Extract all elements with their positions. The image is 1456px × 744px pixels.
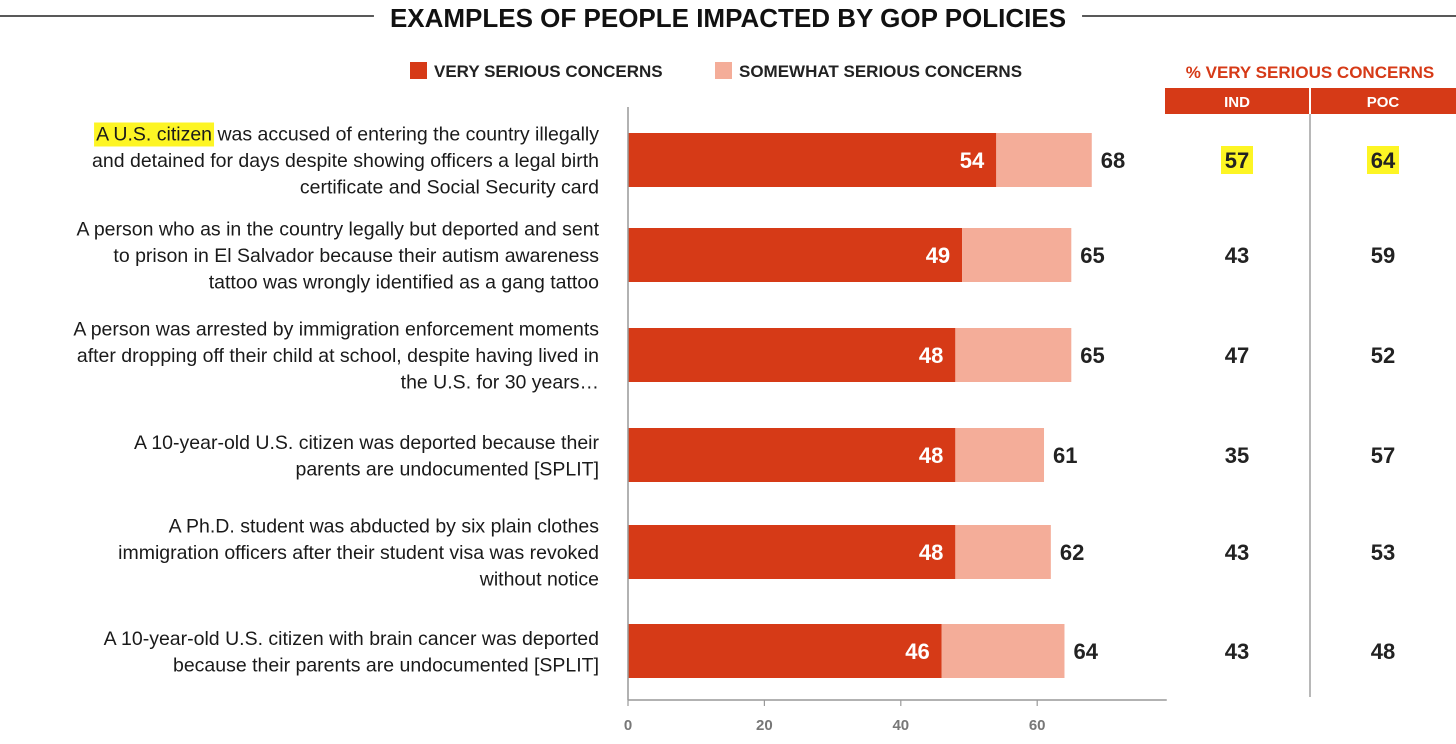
bar-somewhat-serious	[955, 525, 1051, 579]
bar-value-label: 54	[960, 148, 985, 173]
side-table-value: 64	[1371, 148, 1396, 173]
category-label: A U.S. citizen was accused of entering t…	[96, 124, 599, 146]
category-label: immigration officers after their student…	[118, 542, 599, 564]
x-tick-label: 40	[892, 717, 909, 734]
side-header-label: IND	[1224, 94, 1250, 111]
bar-very-serious	[628, 133, 997, 187]
side-table-value: 52	[1371, 343, 1395, 368]
side-value-highlight	[1367, 146, 1399, 174]
legend-label: SOMEWHAT SERIOUS CONCERNS	[739, 62, 1022, 81]
bar-somewhat-serious	[941, 624, 1065, 678]
bar-very-serious	[628, 428, 956, 482]
total-value-label: 65	[1080, 343, 1104, 368]
total-value-label: 68	[1101, 148, 1125, 173]
side-header-label: POC	[1367, 94, 1400, 111]
side-header-cell	[1311, 88, 1456, 114]
category-label: because their parents are undocumented […	[173, 654, 599, 676]
bar-value-label: 49	[926, 243, 950, 268]
side-table-title: % VERY SERIOUS CONCERNS	[1186, 63, 1434, 82]
category-label: after dropping off their child at school…	[77, 345, 599, 367]
total-value-label: 61	[1053, 443, 1077, 468]
category-label: A Ph.D. student was abducted by six plai…	[169, 516, 600, 538]
bar-somewhat-serious	[962, 228, 1072, 282]
category-highlight-marker	[94, 122, 215, 147]
legend-label: VERY SERIOUS CONCERNS	[434, 62, 663, 81]
side-value-highlight	[1221, 146, 1253, 174]
bar-very-serious	[628, 624, 942, 678]
side-table-value: 47	[1225, 343, 1249, 368]
category-label: A person who as in the country legally b…	[76, 219, 599, 241]
bar-very-serious	[628, 328, 956, 382]
side-table-value: 57	[1225, 148, 1249, 173]
bar-very-serious	[628, 228, 963, 282]
side-table-value: 35	[1225, 443, 1249, 468]
bar-very-serious	[628, 525, 956, 579]
side-table-value: 59	[1371, 243, 1395, 268]
bar-somewhat-serious	[955, 328, 1072, 382]
category-label-highlight: A U.S. citizen	[96, 124, 212, 146]
side-table-value: 43	[1225, 243, 1249, 268]
bar-value-label: 46	[905, 639, 929, 664]
side-table-value: 43	[1225, 540, 1249, 565]
legend-swatch	[410, 62, 427, 79]
x-tick-label: 20	[756, 717, 773, 734]
category-label: certificate and Social Security card	[300, 177, 599, 199]
total-value-label: 65	[1080, 243, 1104, 268]
legend-swatch	[715, 62, 732, 79]
side-table-value: 48	[1371, 639, 1395, 664]
category-label: tattoo was wrongly identified as a gang …	[209, 272, 599, 294]
chart-title: EXAMPLES OF PEOPLE IMPACTED BY GOP POLIC…	[390, 3, 1066, 33]
bar-somewhat-serious	[996, 133, 1092, 187]
category-label: the U.S. for 30 years…	[401, 372, 599, 394]
bar-somewhat-serious	[955, 428, 1045, 482]
category-label: A 10-year-old U.S. citizen with brain ca…	[104, 628, 599, 650]
category-label-rest: was accused of entering the country ille…	[212, 124, 599, 146]
x-tick-label: 0	[624, 717, 632, 734]
total-value-label: 62	[1060, 540, 1084, 565]
x-tick-label: 60	[1029, 717, 1046, 734]
category-label: to prison in El Salvador because their a…	[113, 245, 599, 267]
side-table-value: 43	[1225, 639, 1249, 664]
total-value-label: 64	[1073, 639, 1098, 664]
bar-value-label: 48	[919, 540, 943, 565]
side-table-value: 57	[1371, 443, 1395, 468]
bar-value-label: 48	[919, 343, 943, 368]
category-label: and detained for days despite showing of…	[92, 150, 599, 172]
category-label: without notice	[479, 569, 599, 591]
category-label: parents are undocumented [SPLIT]	[295, 458, 599, 480]
side-header-cell	[1165, 88, 1309, 114]
side-table-value: 53	[1371, 540, 1395, 565]
bar-value-label: 48	[919, 443, 943, 468]
category-label: A person was arrested by immigration enf…	[73, 319, 599, 341]
category-label: A 10-year-old U.S. citizen was deported …	[134, 432, 600, 454]
